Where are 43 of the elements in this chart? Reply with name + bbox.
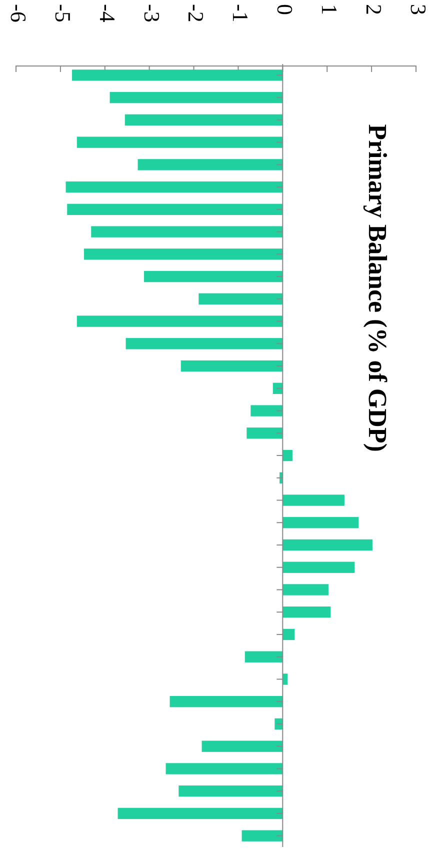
x-tick-label: 0 <box>272 4 298 15</box>
bar <box>282 674 288 685</box>
bar <box>110 92 283 104</box>
bar <box>250 405 283 416</box>
bar <box>124 114 283 126</box>
bar <box>244 651 283 662</box>
bar <box>242 830 283 842</box>
bar <box>282 562 355 573</box>
bar <box>144 270 283 282</box>
x-tick-label: 3 <box>406 4 431 15</box>
bar <box>66 181 283 193</box>
bar <box>282 450 292 462</box>
bar <box>67 204 283 216</box>
bar <box>282 584 328 596</box>
bar <box>72 70 283 81</box>
bar <box>76 316 283 327</box>
x-tick-label: -1 <box>228 4 254 22</box>
x-tick-label: 1 <box>317 4 342 15</box>
x-tick-label: -6 <box>6 4 31 22</box>
bar <box>282 628 295 640</box>
x-tick-label: -4 <box>94 4 120 22</box>
bar <box>282 517 359 528</box>
bar <box>282 606 331 618</box>
bar <box>84 248 283 260</box>
bar <box>180 360 283 372</box>
bar <box>246 428 283 439</box>
bar <box>166 763 283 774</box>
bar <box>178 785 283 797</box>
bar <box>91 226 283 238</box>
bar <box>282 494 344 506</box>
bar <box>198 293 283 304</box>
bar <box>126 338 283 350</box>
x-tick-label: -3 <box>139 4 164 22</box>
bar <box>118 808 283 820</box>
bar <box>282 539 372 551</box>
x-tick-label: -2 <box>184 4 209 22</box>
x-tick-label: 2 <box>362 4 387 15</box>
bar <box>170 696 283 708</box>
bar <box>202 740 283 752</box>
text: Primary Balance (% of GDP) <box>363 124 392 452</box>
bar <box>76 136 283 148</box>
x-tick-label: -5 <box>50 4 76 22</box>
bar <box>138 159 283 170</box>
